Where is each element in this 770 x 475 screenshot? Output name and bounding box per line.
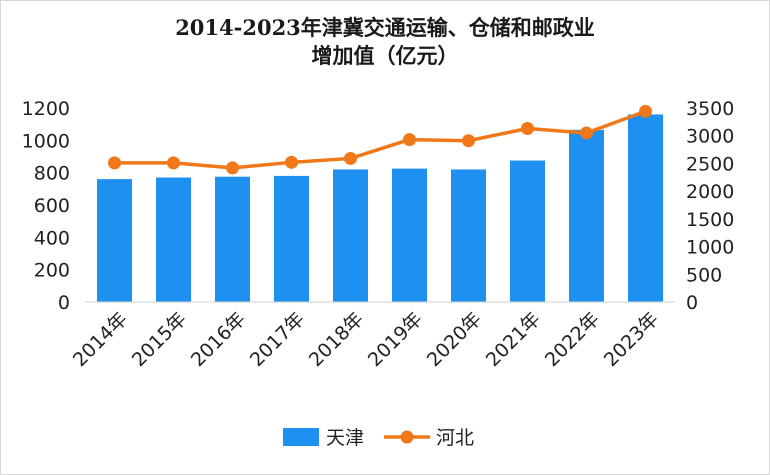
y-right-tick-label: 0 <box>686 292 698 314</box>
point-hebei <box>285 155 298 169</box>
bar-tianjin <box>97 179 132 302</box>
point-hebei <box>226 161 239 175</box>
y-right-tick-label: 3500 <box>686 98 734 120</box>
x-tick-label: 2016年 <box>187 308 250 371</box>
bar-tianjin <box>392 168 427 302</box>
x-tick-label: 2017年 <box>246 308 309 371</box>
bar-tianjin <box>451 169 486 302</box>
bar-tianjin <box>156 177 191 302</box>
point-hebei <box>403 133 416 147</box>
bar-tianjin <box>569 129 604 302</box>
chart-title-line2: 增加值（亿元） <box>311 43 459 68</box>
y-left-tick-label: 600 <box>34 195 70 217</box>
x-tick-label: 2014年 <box>69 308 132 371</box>
chart-title-line1: 2014-2023年津冀交通运输、仓储和邮政业 <box>175 15 595 40</box>
point-hebei <box>462 134 475 148</box>
x-tick-label: 2021年 <box>482 308 545 371</box>
y-right-tick-label: 1000 <box>686 237 734 259</box>
point-hebei <box>580 126 593 140</box>
y-right-tick-label: 3000 <box>686 126 734 148</box>
legend-label-tianjin: 天津 <box>326 427 364 449</box>
y-right-tick-label: 2000 <box>686 181 734 203</box>
y-right-tick-label: 2500 <box>686 153 734 175</box>
y-left-tick-label: 1000 <box>22 130 70 152</box>
y-right-tick-label: 500 <box>686 264 722 286</box>
bar-tianjin <box>274 175 309 302</box>
y-right-tick-label: 1500 <box>686 209 734 231</box>
x-tick-label: 2023年 <box>600 308 663 371</box>
legend-label-hebei: 河北 <box>436 427 474 449</box>
y-left-tick-label: 1200 <box>22 98 70 120</box>
point-hebei <box>639 104 652 118</box>
point-hebei <box>344 151 357 165</box>
x-tick-label: 2020年 <box>423 308 486 371</box>
x-tick-label: 2019年 <box>364 308 427 371</box>
y-left-tick-label: 200 <box>34 260 70 282</box>
y-left-tick-label: 800 <box>34 163 70 185</box>
bar-tianjin <box>510 160 545 302</box>
y-left-tick-label: 400 <box>34 227 70 249</box>
point-hebei <box>108 156 121 170</box>
point-hebei <box>167 156 180 170</box>
x-tick-label: 2015年 <box>128 308 191 371</box>
chart-title: 2014-2023年津冀交通运输、仓储和邮政业 增加值（亿元） <box>0 14 770 70</box>
x-tick-label: 2018年 <box>305 308 368 371</box>
x-tick-label: 2022年 <box>541 308 604 371</box>
legend-marker-hebei <box>400 430 414 444</box>
bar-tianjin <box>333 169 368 302</box>
point-hebei <box>521 122 534 136</box>
bar-tianjin <box>215 176 250 302</box>
y-left-tick-label: 0 <box>58 292 70 314</box>
legend-swatch-tianjin <box>283 428 319 446</box>
bar-tianjin <box>628 114 663 302</box>
line-hebei <box>114 109 647 170</box>
